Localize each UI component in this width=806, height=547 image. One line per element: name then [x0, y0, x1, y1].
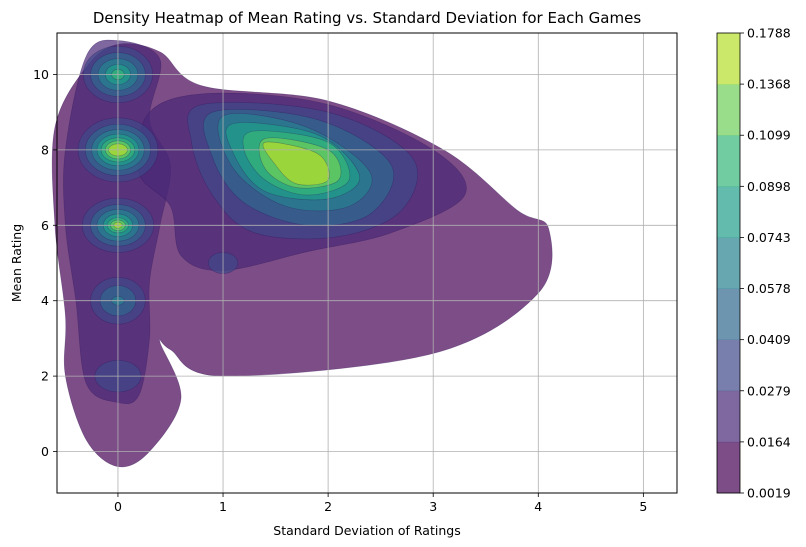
colorbar-tick-label: 0.0898 — [747, 179, 791, 194]
y-tick-label: 8 — [41, 142, 49, 157]
plot-area — [51, 33, 677, 493]
colorbar-segment — [717, 84, 740, 136]
y-tick-label: 2 — [41, 369, 49, 384]
chart-title: Density Heatmap of Mean Rating vs. Stand… — [93, 9, 641, 27]
colorbar-tick-label: 0.0164 — [747, 434, 791, 449]
colorbar-tick-label: 0.0409 — [747, 332, 791, 347]
x-axis-label: Standard Deviation of Ratings — [273, 523, 460, 538]
x-tick-label: 0 — [114, 499, 122, 514]
y-tick-label: 6 — [41, 218, 49, 233]
colorbar-segment — [717, 441, 740, 494]
y-tick-label: 4 — [41, 293, 49, 308]
density-contour-main-ridge-level-8 — [262, 141, 330, 186]
colorbar-segment — [717, 186, 740, 238]
x-tick-label: 4 — [534, 499, 542, 514]
colorbar-tick-label: 0.0578 — [747, 281, 791, 296]
colorbar-segment — [717, 288, 740, 340]
x-tick-label: 3 — [429, 499, 437, 514]
colorbar-segment — [717, 339, 740, 392]
colorbar-tick-label: 0.1788 — [747, 26, 791, 41]
colorbar-frame — [716, 32, 741, 494]
colorbar-tick-label: 0.1099 — [747, 128, 791, 143]
colorbar-segment — [717, 390, 740, 443]
colorbar-tick-label: 0.0279 — [747, 383, 791, 398]
x-axis-ticks: 0 1 2 3 4 5 — [114, 493, 647, 514]
colorbar: 0.0019 0.0164 0.0279 0.0409 0.0578 0.0743 0.08… — [716, 26, 791, 501]
colorbar-segment — [717, 135, 740, 187]
x-tick-label: 1 — [219, 499, 227, 514]
x-tick-label: 5 — [639, 499, 647, 514]
plot-frame — [56, 32, 678, 494]
colorbar-tick-label: 0.0743 — [747, 230, 791, 245]
y-axis-label: Mean Rating — [9, 224, 24, 302]
colorbar-segment — [717, 33, 740, 85]
y-axis-ticks: 0 2 4 6 8 10 — [33, 67, 57, 459]
colorbar-segment — [717, 237, 740, 289]
colorbar-tick-label: 0.0019 — [747, 486, 791, 501]
y-tick-label: 10 — [33, 67, 49, 82]
y-tick-label: 0 — [41, 444, 49, 459]
colorbar-tick-label: 0.1368 — [747, 77, 791, 92]
x-tick-label: 2 — [324, 499, 332, 514]
